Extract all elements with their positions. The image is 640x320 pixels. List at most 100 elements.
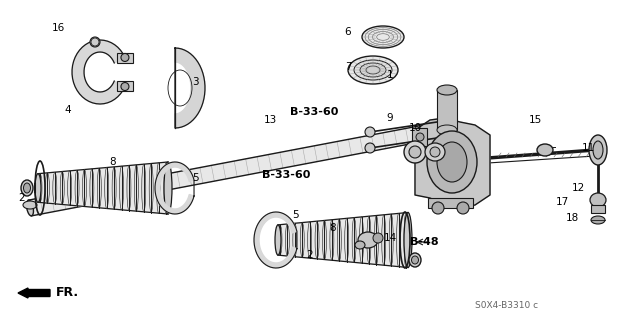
Ellipse shape <box>300 223 304 257</box>
Polygon shape <box>254 212 297 268</box>
Polygon shape <box>155 162 194 214</box>
Ellipse shape <box>457 202 469 214</box>
Ellipse shape <box>367 216 371 264</box>
Ellipse shape <box>26 200 33 216</box>
Ellipse shape <box>120 166 124 210</box>
Ellipse shape <box>164 162 168 214</box>
Ellipse shape <box>90 169 94 207</box>
Ellipse shape <box>337 219 341 261</box>
Text: 9: 9 <box>387 113 394 123</box>
Ellipse shape <box>21 180 33 196</box>
Ellipse shape <box>149 164 153 212</box>
Bar <box>428 198 473 208</box>
Ellipse shape <box>382 215 386 265</box>
Ellipse shape <box>589 135 607 165</box>
Ellipse shape <box>537 144 553 156</box>
Text: 3: 3 <box>192 77 198 87</box>
Text: 1: 1 <box>387 70 394 80</box>
Ellipse shape <box>330 220 334 260</box>
Ellipse shape <box>75 170 79 206</box>
Ellipse shape <box>360 217 364 263</box>
Ellipse shape <box>23 201 37 209</box>
Text: 8: 8 <box>109 157 116 167</box>
Text: 16: 16 <box>51 23 65 33</box>
Circle shape <box>121 53 129 61</box>
Ellipse shape <box>24 183 31 193</box>
Ellipse shape <box>590 193 606 207</box>
Ellipse shape <box>97 168 101 208</box>
Circle shape <box>121 83 129 91</box>
Polygon shape <box>38 162 168 214</box>
Text: 7: 7 <box>345 62 351 72</box>
Text: 10: 10 <box>408 123 422 133</box>
Text: 18: 18 <box>565 213 579 223</box>
Ellipse shape <box>45 173 49 203</box>
Bar <box>117 53 133 63</box>
Ellipse shape <box>354 60 392 80</box>
Text: B-33-60: B-33-60 <box>262 170 310 180</box>
Ellipse shape <box>437 125 457 135</box>
Text: B-48: B-48 <box>410 237 438 247</box>
Ellipse shape <box>348 56 398 84</box>
Text: 17: 17 <box>556 197 568 207</box>
Ellipse shape <box>427 131 477 193</box>
Bar <box>437 90 457 130</box>
Ellipse shape <box>358 232 378 248</box>
Text: 15: 15 <box>529 115 541 125</box>
Ellipse shape <box>285 224 289 256</box>
Ellipse shape <box>275 225 281 255</box>
Ellipse shape <box>416 133 424 141</box>
Ellipse shape <box>278 225 282 255</box>
Ellipse shape <box>308 222 312 258</box>
Ellipse shape <box>425 143 445 161</box>
Text: B-33-60: B-33-60 <box>290 107 339 117</box>
Text: 4: 4 <box>65 105 71 115</box>
Ellipse shape <box>355 241 365 249</box>
Circle shape <box>373 233 383 243</box>
Text: S0X4-B3310 c: S0X4-B3310 c <box>475 300 538 309</box>
Ellipse shape <box>432 202 444 214</box>
Ellipse shape <box>404 212 412 268</box>
Ellipse shape <box>53 172 57 204</box>
Ellipse shape <box>315 221 319 259</box>
Ellipse shape <box>60 172 64 204</box>
Ellipse shape <box>157 163 161 213</box>
Ellipse shape <box>360 63 386 77</box>
Text: 8: 8 <box>330 223 336 233</box>
Bar <box>591 205 605 213</box>
Ellipse shape <box>38 174 42 202</box>
Ellipse shape <box>404 141 426 163</box>
Ellipse shape <box>430 147 440 157</box>
Ellipse shape <box>112 167 116 209</box>
Polygon shape <box>72 40 125 104</box>
Ellipse shape <box>593 141 603 159</box>
Ellipse shape <box>293 223 297 257</box>
Text: 11: 11 <box>581 143 595 153</box>
Ellipse shape <box>404 212 408 268</box>
Ellipse shape <box>362 26 404 48</box>
Ellipse shape <box>164 162 172 214</box>
Ellipse shape <box>83 170 86 206</box>
Ellipse shape <box>366 66 380 74</box>
Ellipse shape <box>127 165 131 211</box>
Text: 12: 12 <box>572 183 584 193</box>
Text: 6: 6 <box>345 27 351 37</box>
Ellipse shape <box>68 171 72 205</box>
Ellipse shape <box>142 164 146 212</box>
Ellipse shape <box>365 127 375 137</box>
Text: FR.: FR. <box>56 286 79 300</box>
Ellipse shape <box>323 220 326 260</box>
Text: 5: 5 <box>192 173 198 183</box>
Ellipse shape <box>437 85 457 95</box>
Circle shape <box>90 37 100 47</box>
Ellipse shape <box>105 167 109 209</box>
Ellipse shape <box>134 165 138 211</box>
Polygon shape <box>29 124 431 216</box>
Text: 2: 2 <box>307 250 314 260</box>
Ellipse shape <box>35 174 41 202</box>
FancyArrow shape <box>18 288 50 298</box>
Ellipse shape <box>412 256 419 264</box>
Ellipse shape <box>409 146 421 158</box>
Ellipse shape <box>345 218 349 262</box>
Ellipse shape <box>352 218 356 262</box>
